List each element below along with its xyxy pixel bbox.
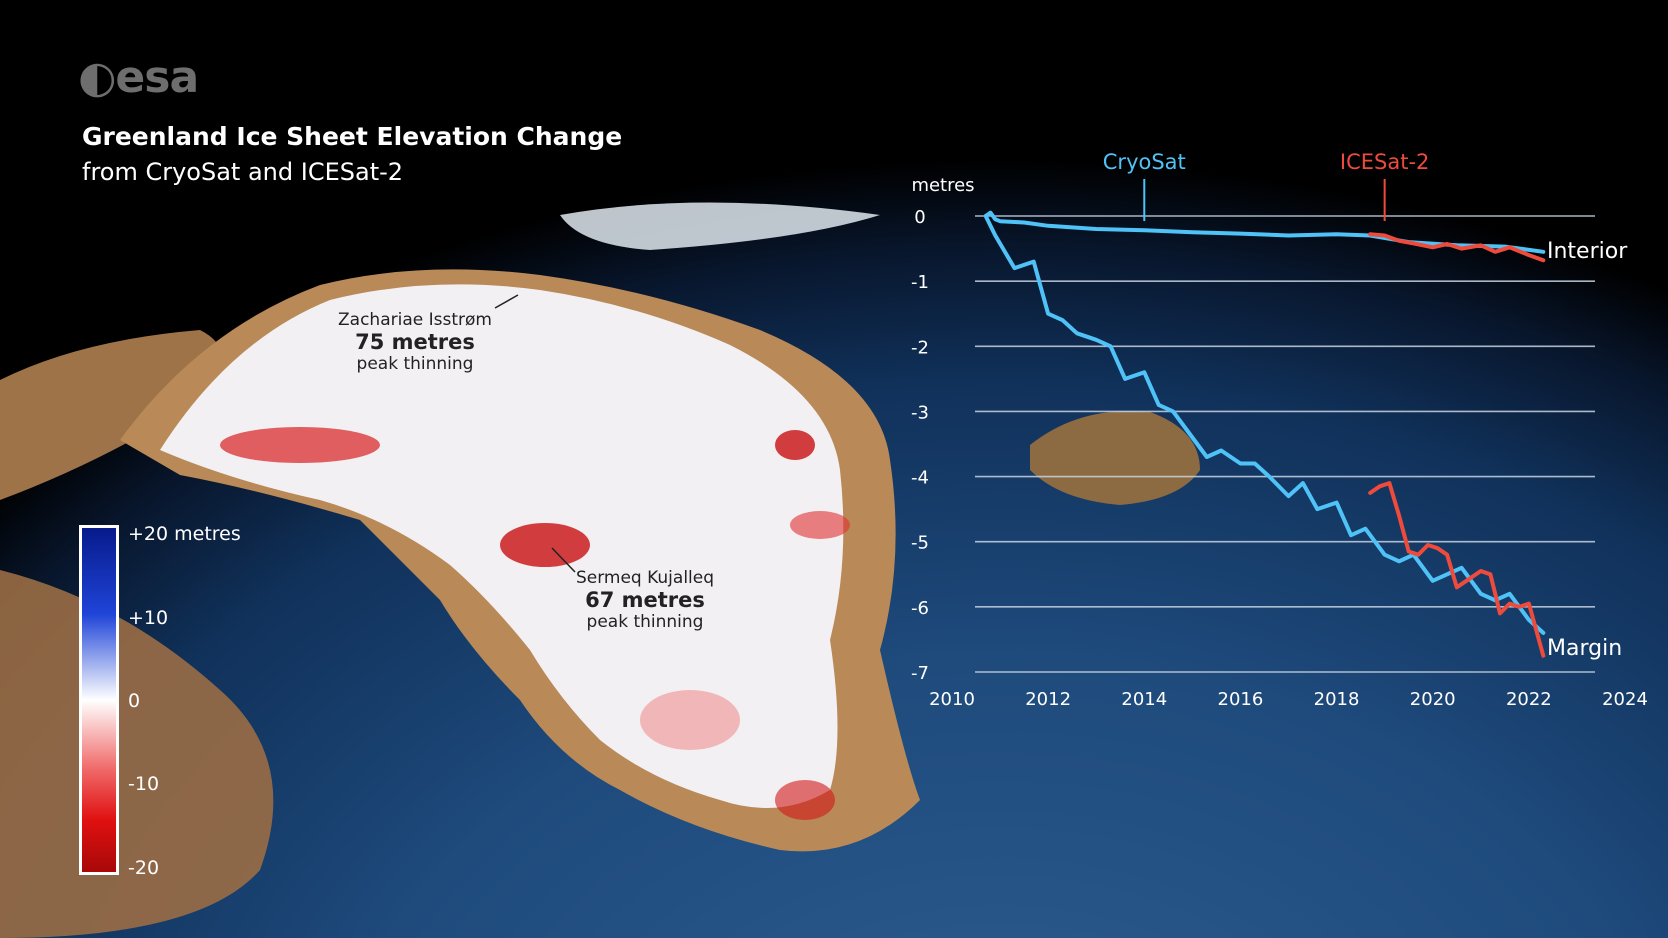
arctic-ice bbox=[560, 202, 880, 250]
legend-tick-2: 0 bbox=[128, 690, 141, 712]
labrador-land bbox=[0, 570, 274, 938]
x-tick-label-0: 2010 bbox=[929, 689, 975, 710]
thinning-zone-west bbox=[220, 427, 380, 463]
series-label-cryosat: CryoSat bbox=[1103, 150, 1186, 174]
legend-tick-4: -20 bbox=[128, 857, 160, 879]
thinning-zone-southeast bbox=[790, 511, 850, 539]
zachariae-name: Zachariae Isstrøm bbox=[338, 310, 492, 330]
thinning-zone-east bbox=[775, 430, 815, 460]
y-tick-label-0: 0 bbox=[914, 207, 925, 228]
x-tick-label-7: 2024 bbox=[1602, 689, 1648, 710]
end-label-interior: Interior bbox=[1547, 239, 1628, 264]
series-label-icesat-2: ICESat-2 bbox=[1340, 150, 1430, 174]
zachariae-annotation: Zachariae Isstrøm 75 metres peak thinnin… bbox=[330, 310, 500, 374]
y-tick-label-2: -2 bbox=[911, 337, 929, 358]
thinning-zone-southwest bbox=[640, 690, 740, 750]
x-tick-label-6: 2022 bbox=[1506, 689, 1552, 710]
y-tick-label-1: -1 bbox=[911, 272, 929, 293]
esa-logo-text: esa bbox=[115, 52, 199, 103]
x-tick-label-3: 2016 bbox=[1218, 689, 1264, 710]
iceland bbox=[1030, 410, 1200, 505]
thinning-zone-sermeq bbox=[500, 523, 590, 567]
x-tick-label-5: 2020 bbox=[1410, 689, 1456, 710]
esa-logo: ◐esa bbox=[78, 52, 199, 103]
legend-tick-0: +20 metres bbox=[128, 523, 241, 545]
y-tick-label-3: -3 bbox=[911, 402, 929, 423]
sermeq-name: Sermeq Kujalleq bbox=[575, 568, 715, 588]
esa-logo-mark: ◐ bbox=[78, 52, 116, 103]
series-line-cryosat-margin bbox=[983, 214, 1546, 635]
y-tick-label-7: -7 bbox=[911, 663, 929, 684]
sermeq-note: peak thinning bbox=[586, 612, 704, 632]
x-tick-label-2: 2014 bbox=[1121, 689, 1167, 710]
chart-title: Greenland Ice Sheet Elevation Change bbox=[82, 122, 623, 151]
zachariae-value: 75 metres bbox=[355, 330, 475, 354]
end-label-margin: Margin bbox=[1547, 636, 1622, 661]
sermeq-leader-line bbox=[551, 547, 576, 573]
thinning-zone-south bbox=[775, 780, 835, 820]
series-line-icesat-2-interior bbox=[1368, 232, 1546, 263]
series-line-cryosat-interior bbox=[983, 210, 1546, 254]
canada-land bbox=[0, 330, 222, 500]
y-tick-label-4: -4 bbox=[911, 468, 929, 489]
space-backdrop bbox=[0, 0, 1668, 290]
series-line-icesat-2-margin bbox=[1368, 481, 1546, 658]
sermeq-value: 67 metres bbox=[585, 588, 705, 612]
y-tick-label-6: -6 bbox=[911, 598, 929, 619]
y-tick-label-5: -5 bbox=[911, 533, 929, 554]
x-tick-label-4: 2018 bbox=[1314, 689, 1360, 710]
y-axis-label: metres bbox=[911, 175, 974, 196]
legend-tick-3: -10 bbox=[128, 773, 160, 795]
zachariae-note: peak thinning bbox=[356, 354, 474, 374]
chart-subtitle: from CryoSat and ICESat-2 bbox=[82, 158, 404, 186]
legend-tick-1: +10 bbox=[128, 607, 169, 629]
zachariae-leader-line bbox=[494, 294, 519, 309]
sermeq-annotation: Sermeq Kujalleq 67 metres peak thinning bbox=[570, 568, 720, 632]
colour-scale-bar bbox=[79, 525, 119, 875]
x-tick-label-1: 2012 bbox=[1025, 689, 1071, 710]
